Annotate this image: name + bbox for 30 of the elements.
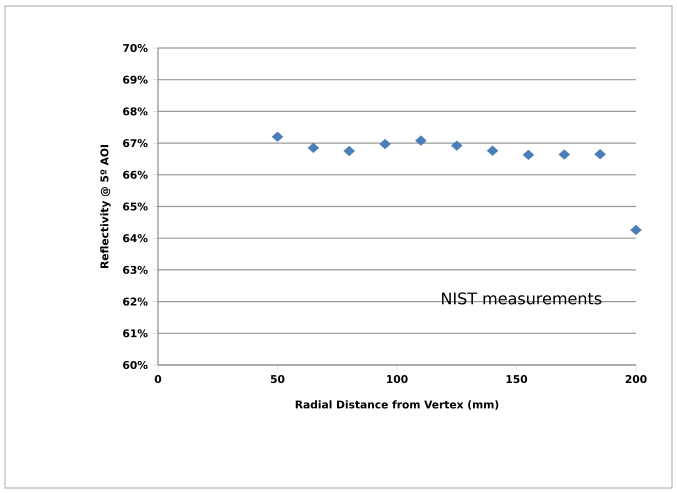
y-tick-label: 61%	[123, 329, 148, 338]
y-tick-label: 67%	[123, 139, 148, 148]
y-tick-label: 68%	[123, 107, 148, 116]
x-axis-title: Radial Distance from Vertex (mm)	[296, 400, 498, 410]
point	[415, 135, 427, 146]
y-tick-label: 64%	[123, 234, 148, 242]
y-tick-label: 66%	[123, 170, 148, 179]
point	[272, 132, 284, 142]
point	[486, 146, 498, 156]
x-tick-label: 200	[626, 375, 647, 384]
y-axis-title: Reflectivity @ 5º AOI	[100, 145, 111, 268]
point	[558, 149, 570, 160]
x-tick-label: 50	[270, 375, 284, 384]
point	[594, 149, 606, 160]
point	[379, 138, 391, 150]
point	[308, 142, 320, 153]
y-tick-label: 63%	[123, 266, 148, 274]
x-tick-label: 0	[154, 375, 162, 384]
y-tick-label: 69%	[123, 76, 148, 84]
annotation: NIST measurements	[442, 292, 602, 304]
point	[630, 224, 642, 236]
y-tick-label: 70%	[123, 44, 148, 52]
y-tick-label: 65%	[123, 202, 148, 211]
y-tick-label: 60%	[123, 360, 148, 370]
point	[344, 146, 355, 156]
point	[451, 140, 462, 151]
x-tick-label: 100	[387, 375, 408, 384]
x-tick-label: 150	[506, 375, 528, 384]
point	[522, 150, 534, 160]
y-tick-label: 62%	[123, 298, 148, 306]
